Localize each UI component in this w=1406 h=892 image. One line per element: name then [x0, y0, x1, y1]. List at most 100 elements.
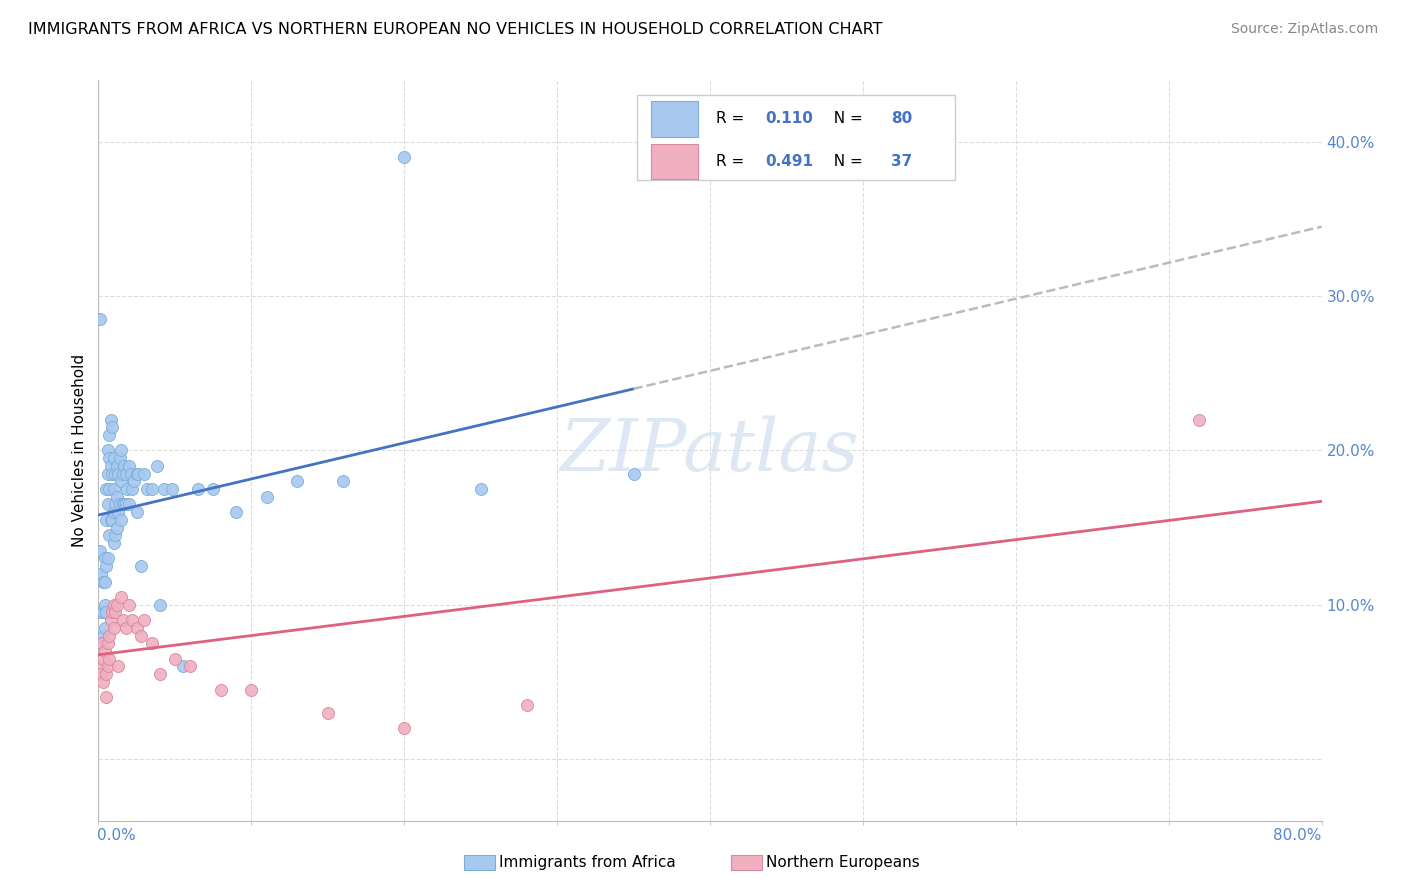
- Point: [103, 621, 125, 635]
- Point: [110, 443, 132, 458]
- Text: ZIPatlas: ZIPatlas: [560, 415, 860, 486]
- Point: [97, 467, 120, 481]
- Text: 0.110: 0.110: [765, 112, 813, 127]
- Point: [93, 644, 115, 658]
- Point: [98, 651, 121, 665]
- Point: [136, 482, 159, 496]
- Point: [1188, 412, 1211, 426]
- Point: [125, 467, 148, 481]
- Point: [179, 659, 201, 673]
- Point: [117, 482, 139, 496]
- Point: [93, 551, 115, 566]
- Point: [111, 467, 134, 481]
- Point: [240, 682, 263, 697]
- Point: [100, 613, 122, 627]
- Point: [105, 598, 128, 612]
- Text: Northern Europeans: Northern Europeans: [766, 855, 920, 870]
- Point: [153, 482, 176, 496]
- Text: N =: N =: [824, 154, 868, 169]
- Point: [98, 451, 121, 466]
- Point: [104, 467, 127, 481]
- Point: [111, 498, 134, 512]
- Point: [93, 598, 115, 612]
- Point: [115, 621, 138, 635]
- Point: [149, 598, 172, 612]
- Text: R =: R =: [716, 112, 749, 127]
- Point: [98, 528, 121, 542]
- Point: [141, 482, 163, 496]
- Point: [285, 475, 308, 489]
- FancyBboxPatch shape: [637, 95, 955, 180]
- Point: [94, 513, 117, 527]
- Text: IMMIGRANTS FROM AFRICA VS NORTHERN EUROPEAN NO VEHICLES IN HOUSEHOLD CORRELATION: IMMIGRANTS FROM AFRICA VS NORTHERN EUROP…: [28, 22, 883, 37]
- Point: [107, 505, 129, 519]
- Point: [104, 528, 127, 542]
- Point: [104, 606, 127, 620]
- Point: [392, 721, 416, 735]
- Point: [103, 536, 125, 550]
- Point: [100, 513, 122, 527]
- Point: [125, 505, 148, 519]
- Point: [160, 482, 183, 496]
- Point: [91, 628, 114, 642]
- Point: [108, 451, 131, 466]
- Text: R =: R =: [716, 154, 749, 169]
- Text: N =: N =: [824, 112, 868, 127]
- Point: [134, 467, 156, 481]
- Point: [91, 606, 114, 620]
- Point: [98, 628, 121, 642]
- Point: [110, 475, 132, 489]
- Point: [110, 590, 132, 604]
- Point: [115, 498, 138, 512]
- Point: [316, 706, 339, 720]
- Point: [93, 574, 115, 589]
- Point: [101, 606, 124, 620]
- Point: [90, 636, 112, 650]
- Text: 0.0%: 0.0%: [97, 829, 135, 843]
- Point: [103, 598, 125, 612]
- Text: 80.0%: 80.0%: [1274, 829, 1322, 843]
- Point: [90, 667, 112, 681]
- Point: [101, 467, 124, 481]
- Point: [107, 659, 129, 673]
- Point: [91, 651, 114, 665]
- Point: [91, 574, 114, 589]
- Point: [122, 475, 145, 489]
- Point: [97, 551, 120, 566]
- Point: [90, 606, 112, 620]
- Point: [163, 651, 186, 665]
- Point: [202, 482, 225, 496]
- Text: Immigrants from Africa: Immigrants from Africa: [499, 855, 676, 870]
- Point: [129, 628, 152, 642]
- Point: [129, 559, 152, 574]
- Point: [187, 482, 209, 496]
- Point: [172, 659, 194, 673]
- Point: [94, 667, 117, 681]
- Point: [94, 482, 117, 496]
- Text: 37: 37: [891, 154, 912, 169]
- Point: [470, 482, 492, 496]
- Point: [105, 458, 128, 473]
- Point: [108, 498, 131, 512]
- Point: [98, 482, 121, 496]
- Point: [112, 498, 135, 512]
- Point: [94, 559, 117, 574]
- Point: [225, 505, 247, 519]
- Point: [98, 428, 121, 442]
- Point: [256, 490, 278, 504]
- Text: Source: ZipAtlas.com: Source: ZipAtlas.com: [1230, 22, 1378, 37]
- Point: [91, 674, 114, 689]
- Point: [89, 659, 111, 673]
- Point: [209, 682, 232, 697]
- Point: [105, 520, 128, 534]
- Point: [392, 150, 416, 164]
- Point: [149, 667, 172, 681]
- Point: [105, 490, 128, 504]
- Point: [125, 621, 148, 635]
- Point: [115, 467, 138, 481]
- Point: [516, 698, 538, 712]
- Point: [107, 467, 129, 481]
- FancyBboxPatch shape: [651, 144, 697, 179]
- Point: [101, 513, 124, 527]
- Point: [145, 458, 167, 473]
